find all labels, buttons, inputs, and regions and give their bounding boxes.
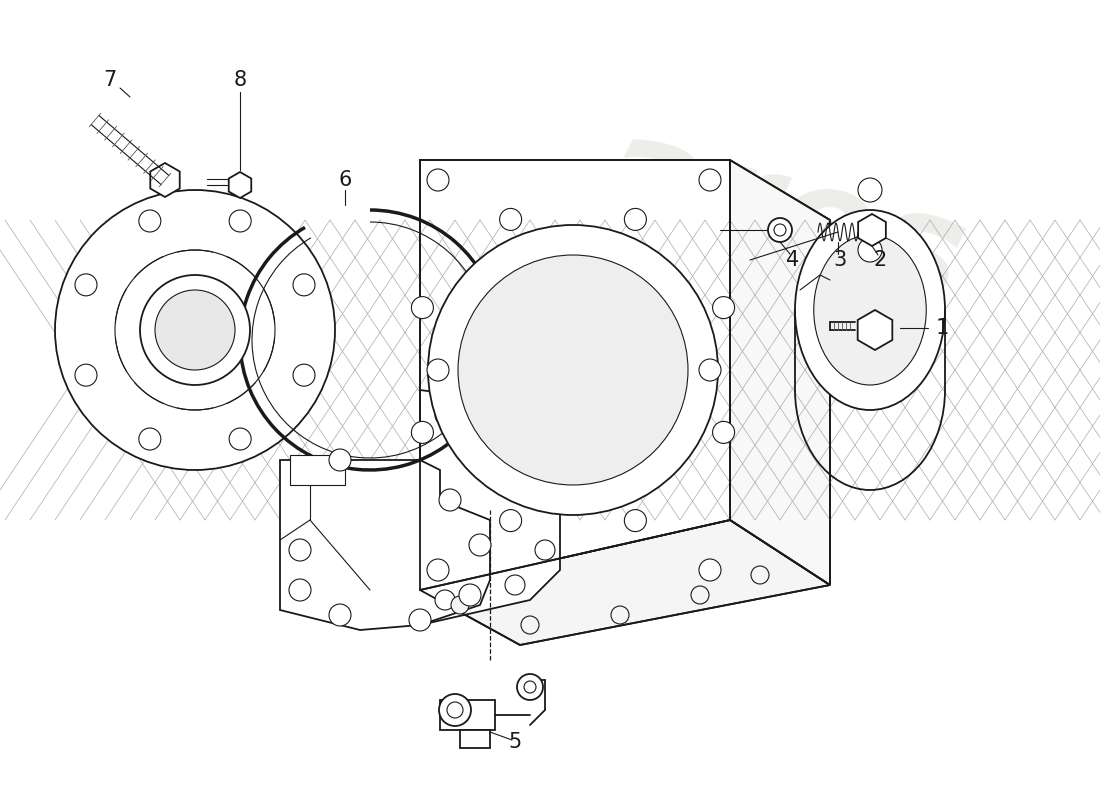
Circle shape xyxy=(698,169,720,191)
Circle shape xyxy=(75,274,97,296)
Polygon shape xyxy=(280,460,490,630)
Circle shape xyxy=(139,210,161,232)
Polygon shape xyxy=(420,390,560,625)
Text: 7: 7 xyxy=(103,70,117,90)
Circle shape xyxy=(229,210,251,232)
Circle shape xyxy=(524,681,536,693)
Circle shape xyxy=(521,616,539,634)
Circle shape xyxy=(439,694,471,726)
Circle shape xyxy=(293,274,315,296)
Circle shape xyxy=(713,297,735,318)
Text: a passion
online1985: a passion online1985 xyxy=(543,398,757,522)
Circle shape xyxy=(451,596,469,614)
Circle shape xyxy=(499,510,521,531)
Circle shape xyxy=(691,586,710,604)
Polygon shape xyxy=(420,520,830,645)
Circle shape xyxy=(329,604,351,626)
Circle shape xyxy=(505,415,525,435)
Circle shape xyxy=(155,290,235,370)
Polygon shape xyxy=(730,160,830,585)
Bar xyxy=(460,730,490,748)
Polygon shape xyxy=(858,310,892,350)
Circle shape xyxy=(439,489,461,511)
Text: 2: 2 xyxy=(873,250,887,270)
Circle shape xyxy=(625,510,647,531)
Circle shape xyxy=(858,238,882,262)
Circle shape xyxy=(698,359,720,381)
Circle shape xyxy=(427,559,449,581)
Polygon shape xyxy=(858,214,886,246)
Circle shape xyxy=(140,275,250,385)
Circle shape xyxy=(427,359,449,381)
Circle shape xyxy=(55,190,336,470)
Circle shape xyxy=(469,534,491,556)
Circle shape xyxy=(75,364,97,386)
Text: 4: 4 xyxy=(786,250,800,270)
Circle shape xyxy=(434,405,455,425)
Circle shape xyxy=(411,422,433,443)
Circle shape xyxy=(139,428,161,450)
Circle shape xyxy=(499,209,521,230)
Circle shape xyxy=(535,440,556,460)
Bar xyxy=(290,455,345,485)
Circle shape xyxy=(289,539,311,561)
Polygon shape xyxy=(229,172,251,198)
Text: ares: ares xyxy=(581,100,980,340)
Circle shape xyxy=(505,575,525,595)
Circle shape xyxy=(858,178,882,202)
Circle shape xyxy=(329,449,351,471)
Circle shape xyxy=(428,225,718,515)
Text: 5: 5 xyxy=(508,732,521,752)
Circle shape xyxy=(517,674,543,700)
Circle shape xyxy=(751,566,769,584)
Circle shape xyxy=(447,702,463,718)
Circle shape xyxy=(535,540,556,560)
Circle shape xyxy=(625,209,647,230)
Circle shape xyxy=(698,559,720,581)
Circle shape xyxy=(289,579,311,601)
Circle shape xyxy=(229,428,251,450)
Circle shape xyxy=(774,224,786,236)
Circle shape xyxy=(610,606,629,624)
Text: 6: 6 xyxy=(339,170,352,190)
Circle shape xyxy=(713,422,735,443)
Polygon shape xyxy=(151,163,179,197)
Circle shape xyxy=(427,169,449,191)
Ellipse shape xyxy=(795,210,945,410)
Circle shape xyxy=(459,584,481,606)
Circle shape xyxy=(434,590,455,610)
Circle shape xyxy=(293,364,315,386)
Text: 3: 3 xyxy=(834,250,847,270)
Text: 1: 1 xyxy=(935,318,948,338)
Text: 8: 8 xyxy=(233,70,246,90)
Circle shape xyxy=(768,218,792,242)
Bar xyxy=(440,700,495,730)
Circle shape xyxy=(411,297,433,318)
Polygon shape xyxy=(420,160,730,590)
Ellipse shape xyxy=(814,235,926,385)
Circle shape xyxy=(458,255,688,485)
Circle shape xyxy=(409,609,431,631)
